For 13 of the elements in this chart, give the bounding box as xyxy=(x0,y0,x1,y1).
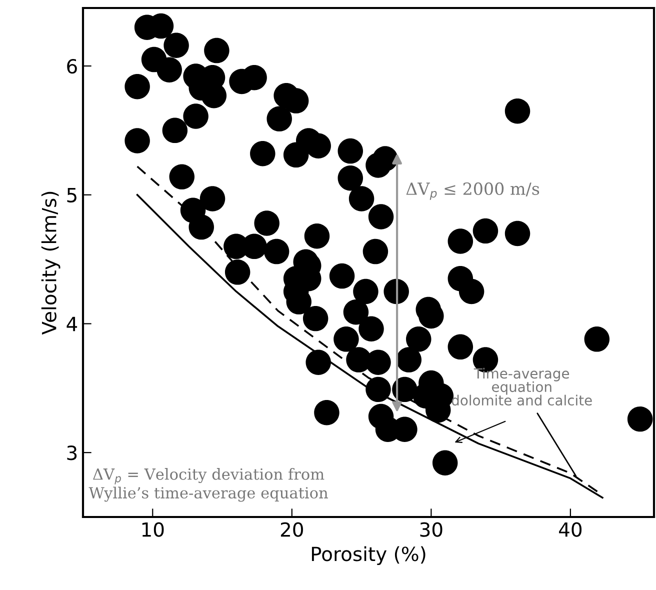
x-tick-label: 20 xyxy=(280,522,303,537)
annotation: Time-average equation dolomite and calcite xyxy=(452,368,592,406)
x-axis-title: Porosity (%) xyxy=(312,546,426,566)
y-tick-label: 5 xyxy=(67,188,76,203)
y-tick-label: 4 xyxy=(66,316,78,332)
x-tick-label: 30 xyxy=(420,522,442,537)
x-tick-label: 10 xyxy=(142,522,164,537)
x-tick-label: 40 xyxy=(559,522,582,537)
y-axis-title: Velocity (km/s) xyxy=(41,192,60,335)
y-tick-label: 6 xyxy=(67,58,77,74)
annotation: ΔV$_{p}$ ≤ 2000 m/s xyxy=(406,182,540,200)
y-tick-label: 3 xyxy=(67,446,77,460)
annotation: ΔV$_{p}$ = Velocity deviation from Wyllie’s time-average equation xyxy=(88,468,328,502)
